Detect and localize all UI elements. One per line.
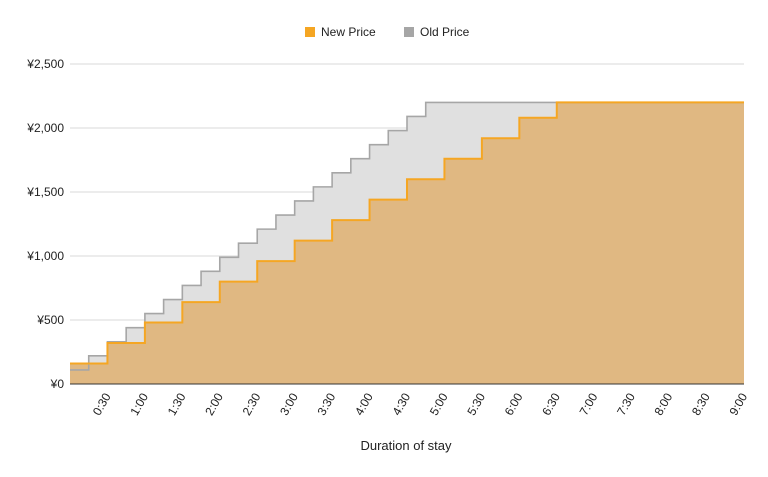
series-areas (70, 102, 744, 385)
legend-swatch (404, 27, 414, 37)
y-tick-labels: ¥0 ¥500 ¥1,000 ¥1,500 ¥2,000 ¥2,500 (26, 57, 64, 391)
legend-item: Old Price (404, 25, 470, 39)
legend-label: New Price (321, 25, 376, 39)
x-tick-label: 6:30 (539, 390, 563, 418)
x-tick-labels: 0:30 1:00 1:30 2:00 2:30 3:00 3:30 4:00 4:30 5:00… (90, 390, 751, 418)
legend-swatch (305, 27, 315, 37)
x-tick-label: 2:00 (202, 390, 226, 418)
x-tick-label: 4:00 (352, 390, 376, 418)
x-tick-label: 9:00 (726, 390, 750, 418)
legend-label: Old Price (420, 25, 470, 39)
x-tick-label: 6:00 (502, 390, 526, 418)
y-tick-label: ¥1,000 (26, 249, 64, 263)
x-tick-label: 0:30 (90, 390, 114, 418)
y-tick-label: ¥0 (50, 377, 65, 391)
x-tick-label: 1:30 (165, 390, 189, 418)
x-tick-label: 5:30 (464, 390, 488, 418)
x-tick-label: 7:30 (614, 390, 638, 418)
y-tick-label: ¥2,000 (26, 121, 64, 135)
x-tick-label: 8:00 (652, 390, 676, 418)
x-tick-label: 4:30 (389, 390, 413, 418)
legend-item: New Price (305, 25, 376, 39)
series-lines (70, 101, 744, 371)
x-tick-label: 1:00 (127, 390, 151, 418)
line-new-price (70, 101, 744, 365)
x-axis-title: Duration of stay (360, 438, 452, 453)
x-tick-label: 3:30 (315, 390, 339, 418)
line-old-price (70, 101, 744, 371)
y-tick-label: ¥500 (36, 313, 64, 327)
x-tick-label: 3:00 (277, 390, 301, 418)
x-tick-label: 8:30 (689, 390, 713, 418)
y-tick-label: ¥1,500 (26, 185, 64, 199)
x-tick-label: 5:00 (427, 390, 451, 418)
x-tick-label: 2:30 (240, 390, 264, 418)
y-tick-label: ¥2,500 (26, 57, 64, 71)
area-new-price (70, 102, 744, 385)
x-tick-label: 7:00 (577, 390, 601, 418)
legend: New Price Old Price (305, 25, 470, 39)
